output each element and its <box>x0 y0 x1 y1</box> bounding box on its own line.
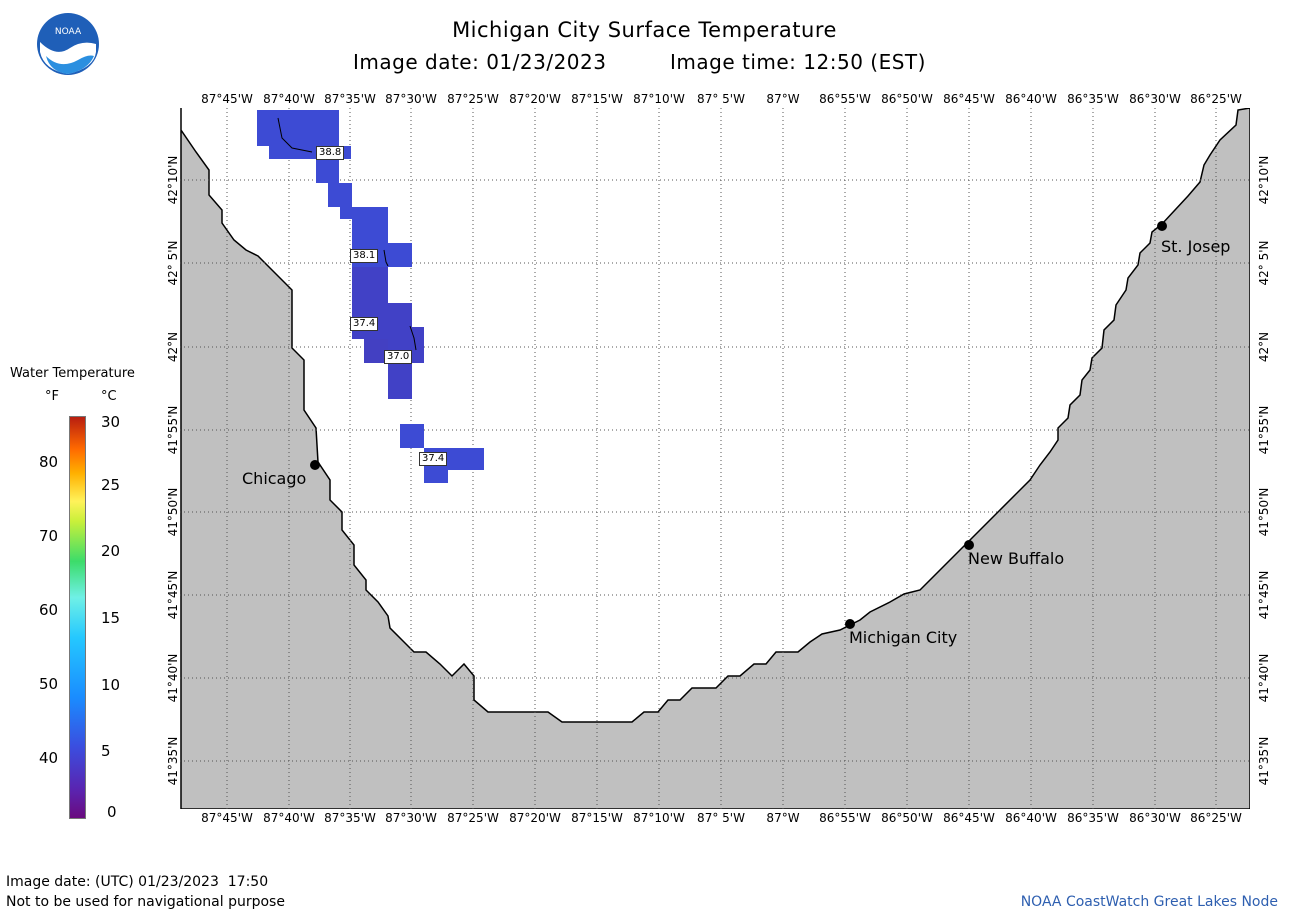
lat-label: 42°10'N <box>1257 155 1271 205</box>
city-label-new-buffalo: New Buffalo <box>968 549 1065 568</box>
legend-title: Water Temperature <box>10 366 135 381</box>
disclaimer: Not to be used for navigational purpose <box>6 894 285 910</box>
logo-text: NOAA <box>55 27 82 37</box>
lat-label: 41°45'N <box>1257 570 1271 620</box>
lat-label: 42°10'N <box>166 155 180 205</box>
lon-label: 86°40'W <box>1005 811 1057 825</box>
f-tick: 70 <box>39 527 59 545</box>
new-buffalo-marker <box>964 540 974 550</box>
lat-label: 41°35'N <box>166 736 180 786</box>
lon-label: 86°35'W <box>1067 811 1119 825</box>
noaa-logo-icon: NOAA <box>37 13 99 75</box>
chicago-marker <box>310 460 320 470</box>
lon-label: 86°45'W <box>943 811 995 825</box>
lon-label: 86°45'W <box>943 92 995 106</box>
land-area <box>180 108 1250 809</box>
c-tick: 30 <box>101 413 121 431</box>
c-tick: 15 <box>101 609 121 627</box>
lon-label: 86°50'W <box>881 811 933 825</box>
city-label-chicago: Chicago <box>242 469 307 488</box>
c-tick: 20 <box>101 542 121 560</box>
lon-label: 87°15'W <box>571 92 623 106</box>
lat-label: 42° 5'N <box>1257 240 1271 286</box>
image-time: Image time: 12:50 (EST) <box>670 50 926 74</box>
lat-label: 41°45'N <box>166 570 180 620</box>
lat-label: 41°55'N <box>1257 405 1271 455</box>
c-tick: 5 <box>101 742 111 760</box>
label-leaders <box>277 117 417 351</box>
image-date: Image date: 01/23/2023 <box>353 50 607 74</box>
lat-label: 41°40'N <box>1257 653 1271 703</box>
michigan-city-marker <box>845 619 855 629</box>
c-tick: 0 <box>107 803 117 821</box>
f-tick: 60 <box>39 601 59 619</box>
lat-label: 41°40'N <box>166 653 180 703</box>
lat-label: 41°35'N <box>1257 736 1271 786</box>
temp-reading: 37.4 <box>350 317 379 331</box>
lon-label: 87°30'W <box>385 811 437 825</box>
lon-label: 86°35'W <box>1067 92 1119 106</box>
lon-label: 87°40'W <box>263 811 315 825</box>
map-title: Michigan City Surface Temperature <box>452 18 837 42</box>
lon-label: 86°30'W <box>1129 92 1181 106</box>
lon-label: 87°10'W <box>633 92 685 106</box>
lon-label: 87°W <box>766 92 800 106</box>
lat-label: 41°50'N <box>1257 487 1271 537</box>
lon-label: 87°35'W <box>324 92 376 106</box>
lat-label: 41°50'N <box>166 487 180 537</box>
lon-label: 86°40'W <box>1005 92 1057 106</box>
c-tick: 25 <box>101 476 121 494</box>
temp-reading: 38.8 <box>316 146 345 160</box>
lon-label: 87°40'W <box>263 92 315 106</box>
st-joseph-marker <box>1157 221 1167 231</box>
lon-label: 86°25'W <box>1190 811 1242 825</box>
lon-label: 86°55'W <box>819 92 871 106</box>
lat-label: 42°N <box>1257 331 1271 363</box>
lon-label: 86°30'W <box>1129 811 1181 825</box>
lon-label: 86°25'W <box>1190 92 1242 106</box>
lat-label: 42° 5'N <box>166 240 180 286</box>
lon-label: 87° 5'W <box>697 92 745 106</box>
lat-label: 42°N <box>166 331 180 363</box>
lat-label: 41°55'N <box>166 405 180 455</box>
f-tick: 80 <box>39 453 59 471</box>
legend-unit-f: °F <box>45 389 59 404</box>
lon-label: 87°30'W <box>385 92 437 106</box>
c-tick: 10 <box>101 676 121 694</box>
lon-label: 87° 5'W <box>697 811 745 825</box>
utc-date: Image date: (UTC) 01/23/2023 17:50 <box>6 874 269 890</box>
lon-label: 87°25'W <box>447 92 499 106</box>
lon-label: 87°25'W <box>447 811 499 825</box>
lon-label: 87°45'W <box>201 92 253 106</box>
temp-reading: 37.0 <box>384 350 413 364</box>
legend-unit-c: °C <box>101 389 117 404</box>
lake-michigan-map <box>180 108 1250 809</box>
f-tick: 50 <box>39 675 59 693</box>
lon-label: 87°20'W <box>509 92 561 106</box>
lon-label: 87°35'W <box>324 811 376 825</box>
lon-label: 87°10'W <box>633 811 685 825</box>
city-label-michigan-city: Michigan City <box>849 628 958 647</box>
lon-label: 87°15'W <box>571 811 623 825</box>
lon-label: 86°50'W <box>881 92 933 106</box>
temperature-colorbar <box>69 416 86 819</box>
lat-lon-grid <box>180 108 1250 809</box>
f-tick: 40 <box>39 749 59 767</box>
lon-label: 87°45'W <box>201 811 253 825</box>
temp-reading: 37.4 <box>419 452 448 466</box>
lon-label: 86°55'W <box>819 811 871 825</box>
temp-reading: 38.1 <box>350 249 379 263</box>
city-label-st-joseph: St. Josep <box>1161 237 1231 256</box>
lon-label: 87°W <box>766 811 800 825</box>
credit: NOAA CoastWatch Great Lakes Node <box>1020 894 1278 910</box>
lon-label: 87°20'W <box>509 811 561 825</box>
